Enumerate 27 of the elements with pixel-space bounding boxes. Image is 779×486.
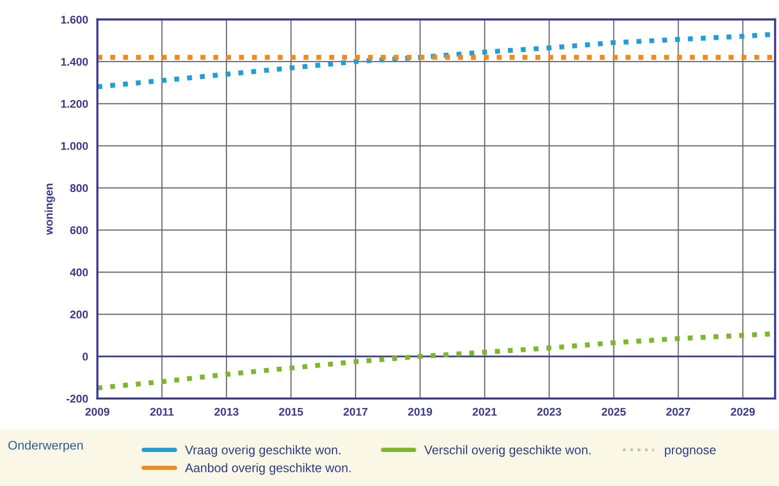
legend-label: Aanbod overig geschikte won. — [184, 463, 351, 475]
y-tick-label: 1.400 — [61, 58, 88, 66]
y-tick-label: 800 — [70, 184, 88, 192]
y-tick-label: 1.600 — [61, 16, 88, 24]
x-tick-label: 2019 — [408, 408, 432, 416]
x-tick-label: 2013 — [214, 408, 238, 416]
x-tick-label: 2029 — [730, 408, 755, 416]
x-tick-label: 2027 — [666, 408, 690, 416]
y-tick-label: -200 — [66, 394, 88, 403]
y-tick-label: 1.000 — [61, 142, 88, 150]
x-tick-label: 2015 — [279, 408, 304, 416]
y-tick-label: 0 — [82, 352, 88, 361]
y-axis-title: woningen — [44, 184, 55, 235]
legend-label: Vraag overig geschikte won. — [184, 445, 340, 457]
x-tick-label: 2011 — [150, 408, 174, 416]
x-tick-label: 2023 — [537, 408, 562, 416]
y-tick-label: 400 — [70, 268, 88, 276]
legend-label: Verschil overig geschikte won. — [424, 445, 590, 457]
legend-title: Onderwerpen — [8, 440, 83, 452]
legend-label: prognose — [664, 448, 716, 457]
x-tick-label: 2025 — [602, 408, 626, 416]
y-tick-label: 200 — [70, 310, 88, 318]
x-tick-label: 2017 — [344, 408, 368, 416]
y-tick-label: 1.200 — [61, 100, 88, 108]
y-tick-label: 600 — [70, 226, 88, 234]
x-tick-label: 2021 — [472, 408, 497, 416]
x-tick-label: 2009 — [85, 408, 110, 416]
